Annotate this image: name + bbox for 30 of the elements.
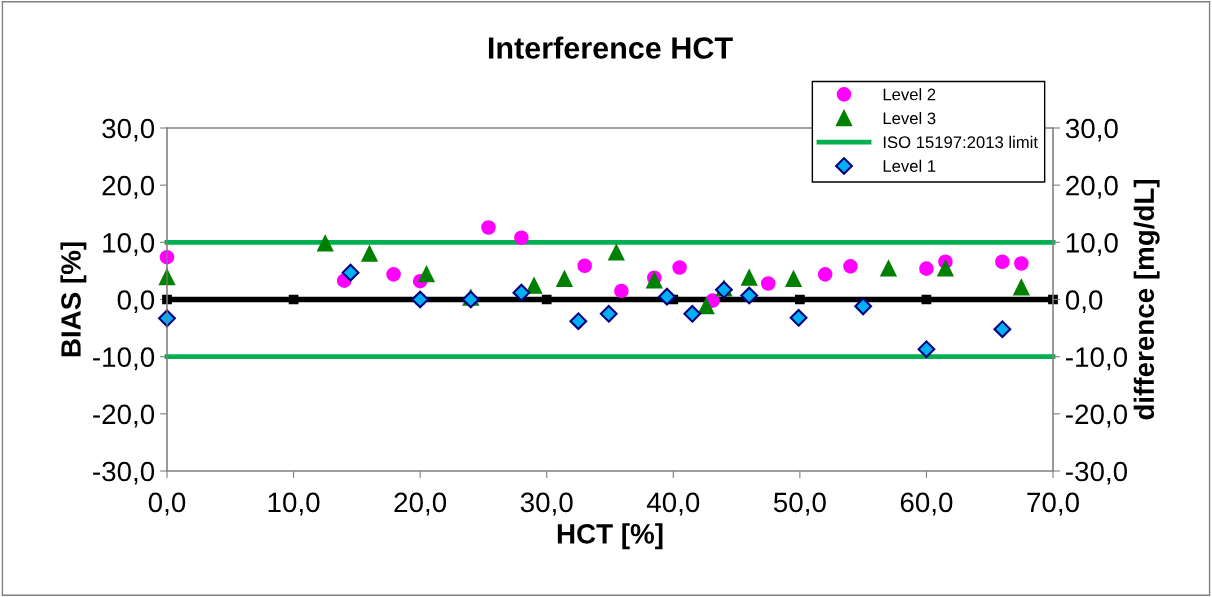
y-tick-label: -10,0: [93, 347, 155, 371]
y2-tick-label: 0,0: [1065, 290, 1103, 314]
y2-tick-label: 20,0: [1066, 175, 1118, 199]
x-tick-label: 60,0: [900, 492, 953, 516]
y-tick-label: 0,0: [117, 290, 155, 314]
y-tick-label: -20,0: [93, 404, 155, 428]
y-tick-label: 20,0: [102, 175, 155, 199]
y2-tick-label: 30,0: [1065, 118, 1118, 142]
x-tick-label: 40,0: [646, 492, 700, 516]
y-tick-label: 30,0: [102, 118, 155, 142]
y2-tick-label: -20,0: [1066, 404, 1128, 428]
y2-tick-label: -30,0: [1066, 461, 1128, 485]
legend-label: Level 3: [883, 111, 936, 125]
x-tick-label: 20,0: [394, 492, 447, 516]
y-tick-label: -30,0: [93, 461, 155, 485]
legend-label: ISO 15197:2013 limit: [883, 135, 1038, 149]
y2-axis-title: difference [mg/dL]: [1133, 179, 1160, 420]
x-tick-label: 10,0: [268, 492, 320, 516]
chart-title: Interference HCT: [488, 36, 733, 59]
x-tick-label: 70,0: [1027, 492, 1079, 516]
x-tick-label: 50,0: [773, 492, 826, 516]
y2-tick-label: 10,0: [1066, 233, 1118, 256]
legend-label: Level 1: [883, 159, 936, 172]
y2-tick-label: -10,0: [1066, 347, 1128, 371]
x-axis-title: HCT [%]: [557, 523, 663, 550]
x-tick-label: 30,0: [520, 492, 573, 516]
legend-label: Level 2: [883, 88, 936, 101]
x-tick-label: 0,0: [148, 492, 186, 516]
y-tick-label: 10,0: [103, 233, 155, 256]
y-axis-title: BIAS [%]: [60, 242, 87, 357]
